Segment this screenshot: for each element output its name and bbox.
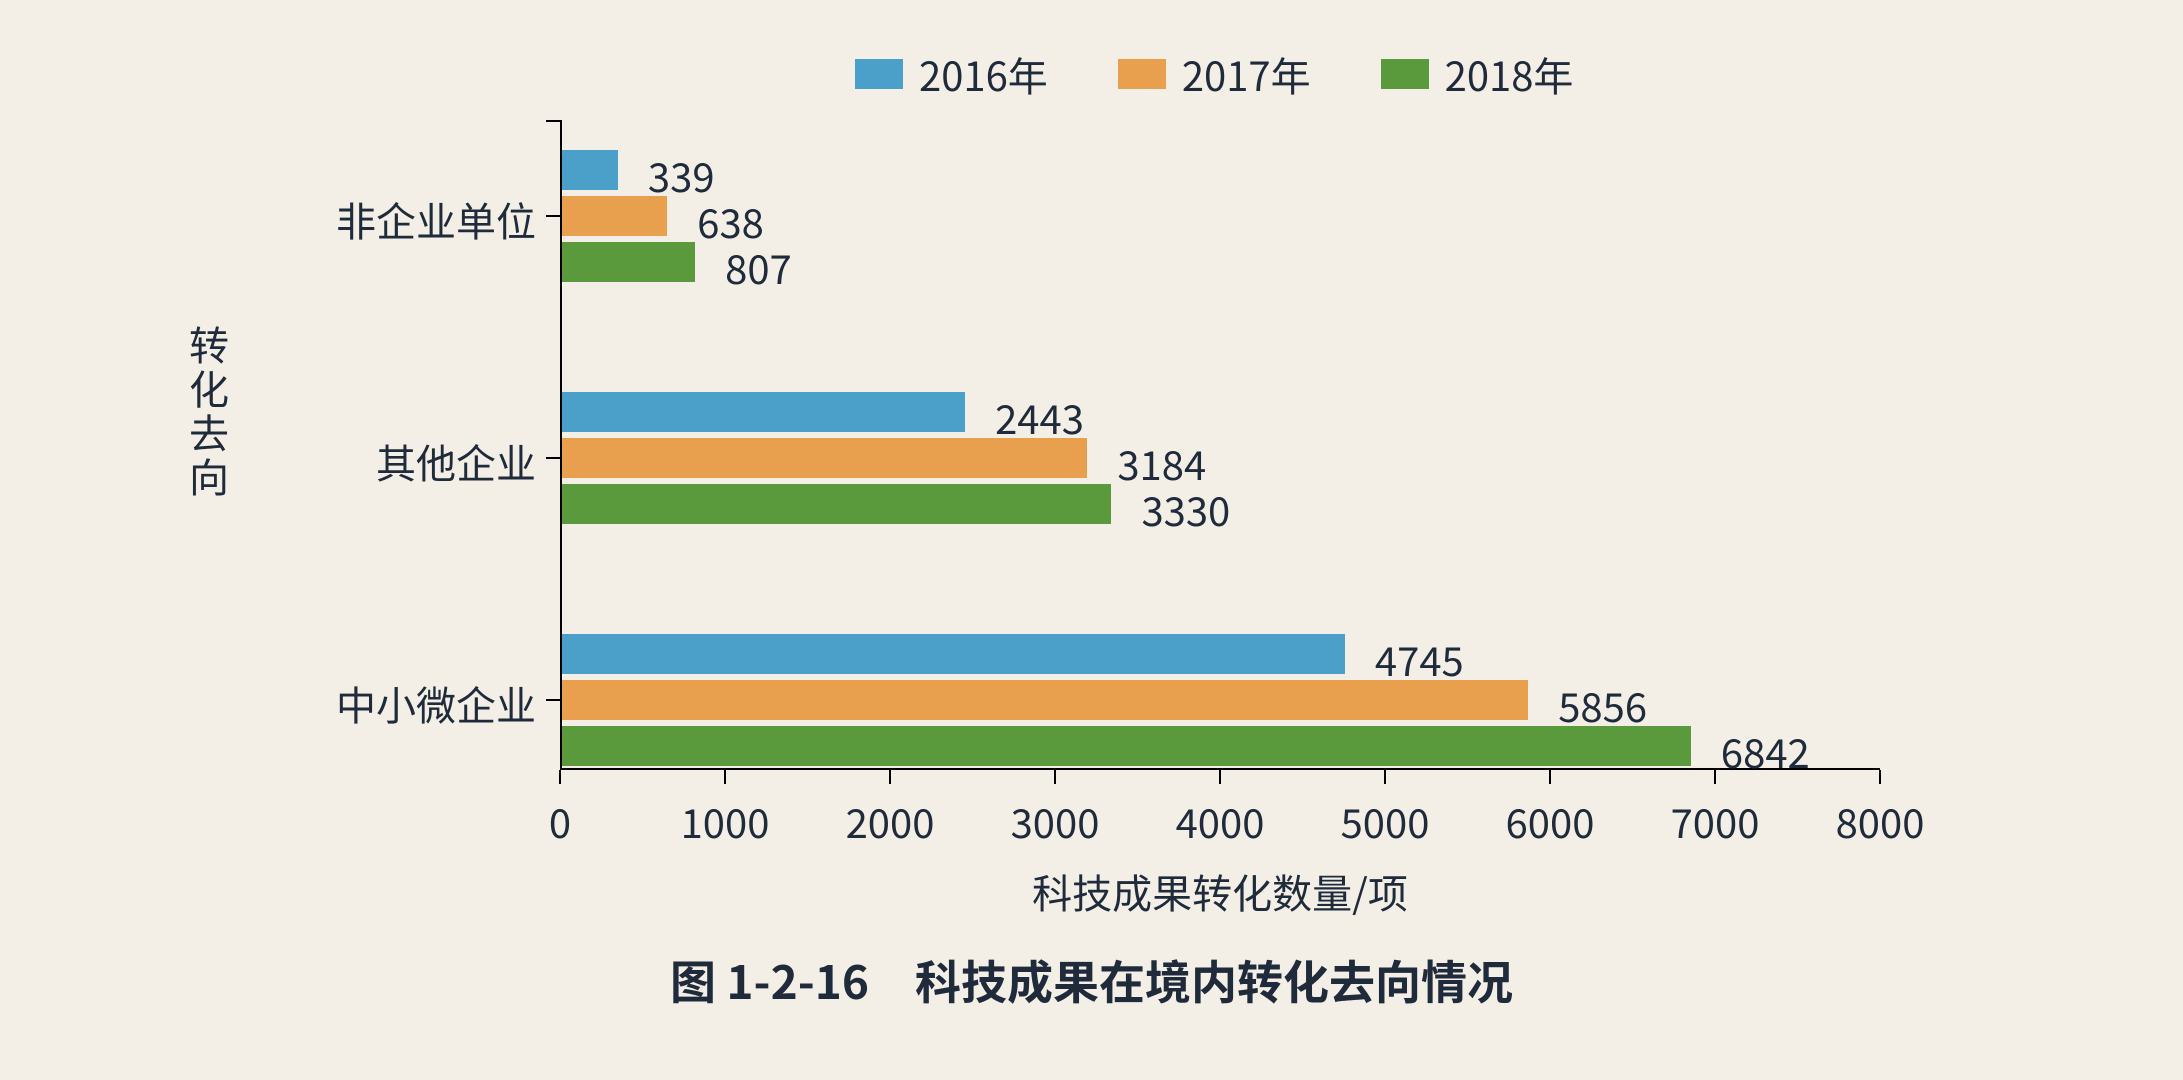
legend-item: 2018年 <box>1381 45 1574 103</box>
x-tick-label: 5000 <box>1305 792 1465 850</box>
x-tick-label: 1000 <box>645 792 805 850</box>
bar <box>562 242 695 282</box>
y-category-label: 非企业单位 <box>236 190 536 248</box>
y-axis-title: 转化去向 <box>180 325 238 501</box>
x-tick <box>1054 770 1056 784</box>
x-tick-label: 3000 <box>975 792 1135 850</box>
bar <box>562 196 667 236</box>
x-tick-label: 6000 <box>1470 792 1630 850</box>
x-tick-label: 7000 <box>1635 792 1795 850</box>
x-tick-label: 0 <box>480 792 640 850</box>
x-tick <box>724 770 726 784</box>
figure-caption: 图 1-2-16 科技成果在境内转化去向情况 <box>392 947 1792 1013</box>
x-tick-label: 4000 <box>1140 792 1300 850</box>
x-tick <box>1219 770 1221 784</box>
bar-value-label: 6842 <box>1721 722 1810 780</box>
plot-area: 0100020003000400050006000700080003396388… <box>560 120 1880 770</box>
x-tick-label: 2000 <box>810 792 970 850</box>
bar <box>562 680 1528 720</box>
bar <box>562 726 1691 766</box>
legend-item: 2017年 <box>1118 45 1311 103</box>
legend-swatch <box>1118 59 1166 89</box>
x-tick <box>1714 770 1716 784</box>
y-tick <box>546 457 560 459</box>
x-axis-title: 科技成果转化数量/项 <box>820 862 1620 920</box>
legend-label: 2017年 <box>1182 45 1311 103</box>
y-top-tick <box>546 120 560 122</box>
x-tick <box>889 770 891 784</box>
legend-label: 2016年 <box>919 45 1048 103</box>
legend-item: 2016年 <box>855 45 1048 103</box>
x-tick <box>1549 770 1551 784</box>
x-tick-label: 8000 <box>1800 792 1960 850</box>
x-tick <box>559 770 561 784</box>
bar <box>562 634 1345 674</box>
y-category-label: 其他企业 <box>236 432 536 490</box>
legend-label: 2018年 <box>1445 45 1574 103</box>
x-tick <box>1384 770 1386 784</box>
bar <box>562 484 1111 524</box>
bar-value-label: 807 <box>725 238 792 296</box>
bar-value-label: 3330 <box>1141 480 1230 538</box>
bar <box>562 438 1087 478</box>
x-tick <box>1879 770 1881 784</box>
bar <box>562 150 618 190</box>
legend: 2016年 2017年 2018年 <box>855 45 1643 103</box>
y-category-label: 中小微企业 <box>236 674 536 732</box>
bar <box>562 392 965 432</box>
legend-swatch <box>855 59 903 89</box>
y-tick <box>546 215 560 217</box>
page: 2016年 2017年 2018年 转化去向 0100020003000400050… <box>0 0 2183 1080</box>
legend-swatch <box>1381 59 1429 89</box>
y-tick <box>546 699 560 701</box>
